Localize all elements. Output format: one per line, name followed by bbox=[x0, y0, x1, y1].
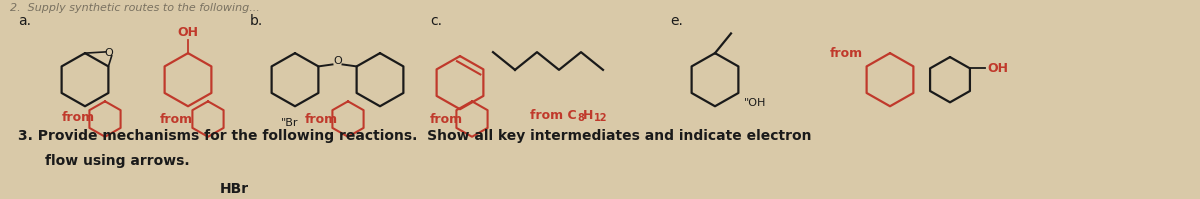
Text: 8: 8 bbox=[577, 113, 584, 123]
Text: a.: a. bbox=[18, 14, 31, 28]
Text: OH: OH bbox=[986, 62, 1008, 75]
Text: H: H bbox=[583, 109, 593, 122]
Text: "Br: "Br bbox=[281, 118, 299, 128]
Text: from: from bbox=[305, 113, 338, 126]
Text: O: O bbox=[334, 56, 342, 65]
Text: e.: e. bbox=[670, 14, 683, 28]
Text: from C: from C bbox=[530, 109, 577, 122]
Text: b.: b. bbox=[250, 14, 263, 28]
Text: OH: OH bbox=[178, 26, 198, 39]
Text: 3. Provide mechanisms for the following reactions.  Show all key intermediates a: 3. Provide mechanisms for the following … bbox=[18, 129, 811, 143]
Text: c.: c. bbox=[430, 14, 442, 28]
Text: from: from bbox=[830, 47, 863, 60]
Text: from: from bbox=[430, 113, 463, 126]
Text: from: from bbox=[160, 113, 193, 126]
Text: 2.  Supply synthetic routes to the following...: 2. Supply synthetic routes to the follow… bbox=[10, 3, 259, 13]
Text: O: O bbox=[104, 48, 113, 58]
Text: HBr: HBr bbox=[220, 182, 250, 196]
Text: flow using arrows.: flow using arrows. bbox=[46, 154, 190, 169]
Text: 12: 12 bbox=[594, 113, 607, 123]
Text: from: from bbox=[62, 111, 95, 124]
Text: "OH: "OH bbox=[743, 98, 766, 108]
